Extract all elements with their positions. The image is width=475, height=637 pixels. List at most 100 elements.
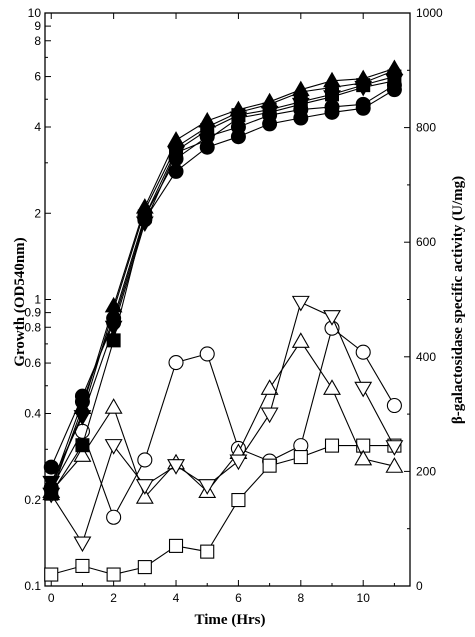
left-y-tick-label: 0.4 [24,407,41,421]
right-y-axis-title: β-galactosidase specific activity (U/mg) [450,176,466,424]
left-y-tick-label: 1 [34,293,41,307]
open-square-marker [262,458,277,473]
open-triangle-up-marker [291,332,310,348]
filled-circle-marker [355,96,371,112]
x-tick-label: 10 [357,591,371,605]
left-y-tick-label: 0.6 [24,356,41,370]
activity-series-open-triangle-up-line [50,340,395,499]
open-circle-marker [199,346,215,362]
filled-triangle-up-marker [198,111,217,128]
right-y-tick-label: 0 [416,579,423,593]
left-y-tick-label: 9 [34,19,41,33]
x-tick-label: 4 [173,591,180,605]
filled-triangle-up-marker [42,484,61,501]
right-y-tick-label: 800 [416,121,436,135]
growth-series-filled-square [44,69,402,501]
open-square-marker [137,560,152,575]
open-triangle-down-marker [73,536,92,553]
open-triangle-down-marker [104,439,123,455]
left-y-tick-label: 6 [34,70,41,84]
open-square-marker [106,567,121,582]
activity-series-open-square-line [51,445,395,576]
x-tick-label: 6 [235,591,242,605]
filled-triangle-up-marker [73,398,92,414]
open-triangle-up-marker [135,488,154,504]
growth-series-filled-circle-line [50,84,395,489]
activity-series-open-triangle-down-line [50,301,395,545]
left-y-tick-label: 8 [34,34,41,48]
filled-triangle-up-marker [135,198,154,214]
left-y-tick-label: 0.8 [24,320,41,334]
left-y-tick-label: 0.9 [24,306,41,320]
growth-series-filled-triangle-down-line [50,80,395,483]
open-triangle-up-marker [260,379,279,395]
filled-triangle-up-marker [323,71,341,88]
open-square-marker [324,438,340,453]
open-triangle-down-marker [354,381,373,398]
right-y-tick-label: 400 [416,350,436,364]
filled-triangle-up-marker [354,69,373,86]
x-tick-label: 8 [297,591,304,605]
x-axis-title: Time (Hrs) [195,612,266,628]
open-triangle-down-marker [198,479,217,495]
open-triangle-down-marker [260,407,279,424]
open-circle-marker [137,452,153,468]
open-circle-marker [355,344,371,360]
open-triangle-down-marker [291,295,310,312]
x-tick-label: 2 [110,591,117,605]
growth-series-filled-circle [43,82,402,475]
filled-triangle-up-marker [229,100,248,117]
left-y-axis-title: Growth (OD540nm) [12,237,28,366]
x-tick-label: 0 [48,591,55,605]
growth-series-filled-circle-line [50,89,395,468]
right-y-tick-label: 200 [416,464,436,478]
open-triangle-up-marker [104,398,123,414]
open-triangle-up-marker [73,446,92,462]
open-square-marker [293,450,308,465]
open-square-marker [231,492,246,508]
activity-series-open-square [44,438,402,582]
left-y-tick-label: 0.2 [24,493,41,507]
label-layer: 0 2 4 6 8 100.10.20.40.60.80.9124689100200400… [24,6,443,605]
open-square-marker [44,567,59,582]
open-circle-marker [106,509,122,525]
filled-triangle-up-marker [385,59,404,76]
left-y-tick-label: 0.1 [24,579,41,593]
growth-series-filled-diamond [44,60,402,498]
filled-square-marker [75,438,90,453]
growth-series-filled-diamond-line [50,69,395,489]
right-y-tick-label: 600 [416,235,436,249]
plot-frame [44,12,411,587]
filled-triangle-up-marker [104,296,123,313]
open-triangle-up-marker [385,457,404,473]
activity-series-open-triangle-down [42,295,404,553]
open-circle-marker [386,397,402,414]
series-layer [42,59,404,582]
growth-series-filled-triangle-up-line [50,67,395,494]
open-triangle-down-marker [167,459,185,475]
growth-series-filled-square-line [50,76,395,494]
activity-series-open-circle-line [50,327,395,519]
left-y-tick-label: 10 [28,6,42,20]
open-square-marker [168,538,184,553]
filled-triangle-up-marker [167,131,185,147]
open-square-marker [75,558,90,573]
open-triangle-down-marker [229,454,248,471]
open-square-marker [200,544,215,559]
open-triangle-up-marker [323,379,341,395]
right-y-tick-label: 1000 [416,6,443,20]
open-triangle-down-marker [135,479,154,495]
left-y-tick-label: 2 [34,206,41,220]
open-triangle-down-marker [323,310,341,326]
open-triangle-up-marker [354,449,373,466]
filled-circle-marker [168,163,184,179]
filled-triangle-up-marker [291,80,310,97]
open-circle-marker [168,354,184,371]
growth-series-filled-triangle-down [42,74,404,492]
open-triangle-down-marker [385,440,404,456]
filled-triangle-up-marker [260,92,279,109]
plot-area-border [44,12,411,587]
growth-series-filled-triangle-up [42,59,404,501]
left-y-tick-label: 4 [34,120,41,134]
